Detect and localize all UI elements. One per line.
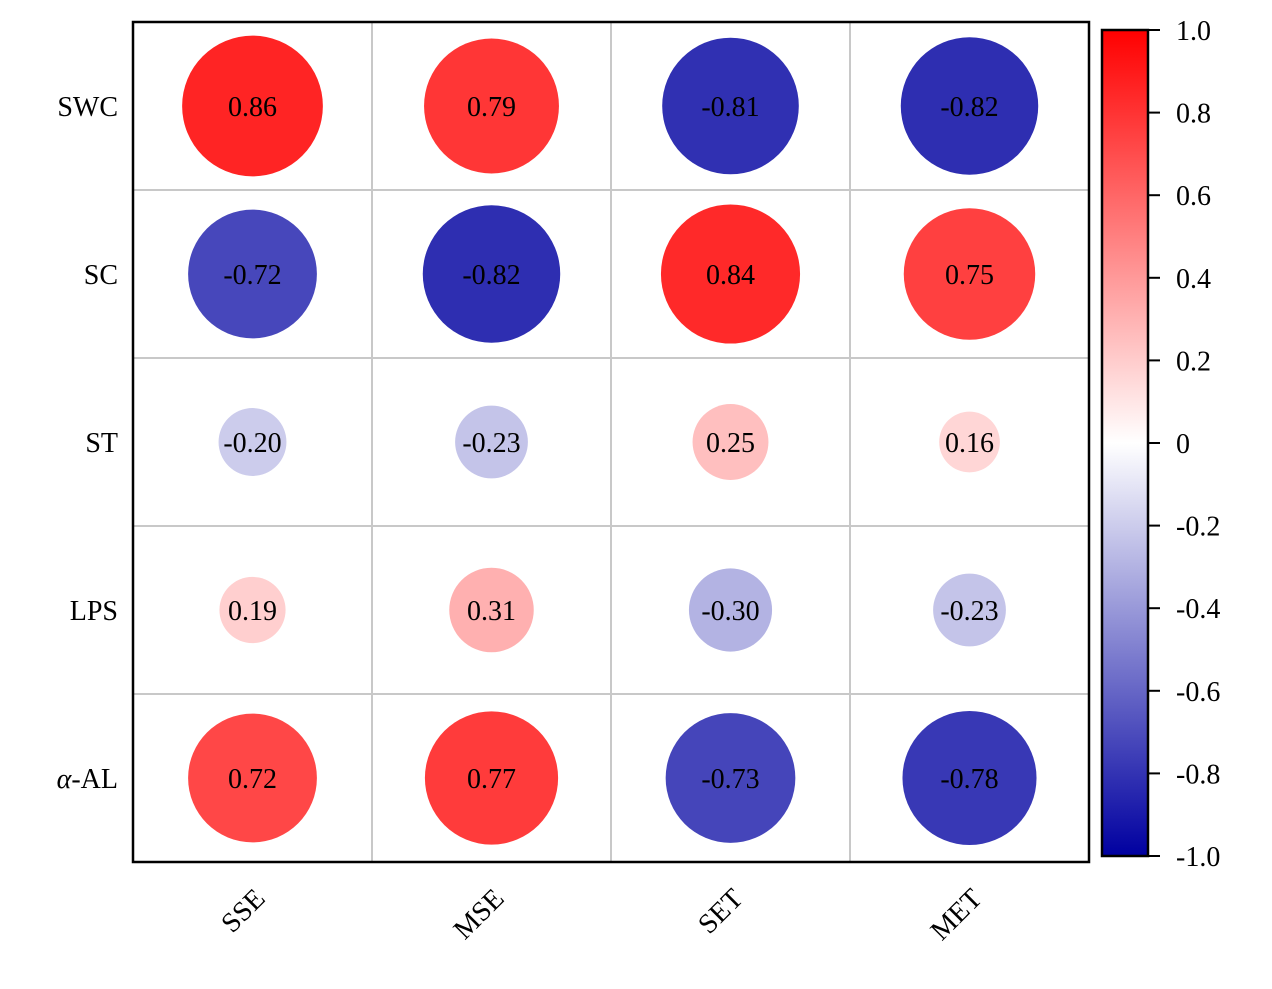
value-label: -0.72 (223, 260, 281, 291)
row-label-text: SWC (57, 92, 118, 123)
value-label: 0.75 (945, 260, 994, 291)
value-label: 0.84 (706, 260, 755, 291)
row-label-text: LPS (70, 596, 118, 627)
value-label: 0.16 (945, 428, 994, 459)
value-label: -0.20 (223, 428, 281, 459)
value-label: 0.19 (228, 596, 277, 627)
correlation-circle (188, 209, 317, 339)
colorbar-tick-label: 0.8 (1176, 99, 1211, 130)
correlation-circle (219, 576, 286, 644)
correlation-circle (665, 713, 796, 843)
colorbar-tick-label: -0.8 (1176, 759, 1220, 790)
correlation-circle (182, 35, 323, 177)
correlation-circle (903, 208, 1036, 340)
row-label-text: ST (85, 428, 118, 459)
value-label: -0.23 (462, 428, 520, 459)
correlation-circle (933, 573, 1006, 647)
correlation-circle (455, 405, 528, 479)
circle-layer: 0.86 0.79 -0.81 -0.82 -0.72 -0.82 0.84 0.75 -0.2… (182, 35, 1039, 846)
correlation-circle (662, 37, 799, 175)
colorbar-tick-label: -0.2 (1176, 512, 1220, 543)
colorbar-tick-label: 0 (1176, 429, 1190, 460)
grid-layer (131, 20, 1091, 864)
correlation-circle (188, 713, 317, 843)
column-label: SET (692, 883, 749, 940)
value-label: -0.81 (701, 92, 759, 123)
colorbar-tick-label: 0.6 (1176, 181, 1211, 212)
value-label: 0.86 (228, 92, 277, 123)
value-label: 0.79 (467, 92, 516, 123)
correlation-circle (692, 404, 769, 480)
correlation-circle (422, 205, 561, 343)
row-label-text: -AL (71, 764, 118, 795)
value-label: -0.78 (940, 764, 998, 795)
value-label: 0.25 (706, 428, 755, 459)
column-label: MSE (448, 883, 511, 946)
value-label: -0.30 (701, 596, 759, 627)
row-label: ST (85, 428, 118, 459)
row-label: α-AL (57, 764, 118, 795)
colorbar-tick-label: 1.0 (1176, 16, 1211, 47)
correlation-circle (424, 38, 559, 174)
value-label: 0.31 (467, 596, 516, 627)
value-label: -0.23 (940, 596, 998, 627)
row-label: SC (84, 260, 118, 291)
value-label: 0.77 (467, 764, 516, 795)
colorbar-tick-label: 0.4 (1176, 264, 1211, 295)
colorbar-tick-label: 0.2 (1176, 346, 1211, 377)
colorbar-tick-label: -0.4 (1176, 594, 1220, 625)
value-label: -0.82 (940, 92, 998, 123)
correlation-circle (424, 711, 559, 845)
correlation-circle (902, 710, 1037, 846)
plot-frame (131, 20, 1091, 864)
column-label: SSE (215, 883, 271, 939)
value-label: -0.73 (701, 764, 759, 795)
colorbar: 1.0 0.8 0.6 0.4 0.2 0 -0.2 -0.4 -0.6 -0.8 -1.0 (1100, 16, 1220, 873)
colorbar-tick-label: -1.0 (1176, 842, 1220, 873)
correlation-circle (900, 37, 1039, 175)
correlation-circle (939, 411, 1000, 473)
row-label-text: SC (84, 260, 118, 291)
row-label: SWC (57, 92, 118, 123)
correlation-circle (688, 568, 773, 652)
correlation-circle (449, 567, 534, 653)
value-label: -0.82 (462, 260, 520, 291)
column-label: MET (925, 883, 989, 947)
colorbar-tick-label: -0.6 (1176, 677, 1220, 708)
value-label: 0.72 (228, 764, 277, 795)
correlation-circle (218, 408, 287, 476)
colorbar-gradient (1100, 28, 1150, 858)
correlation-circle (660, 204, 801, 344)
row-label-prefix: α (57, 764, 73, 795)
row-label: LPS (70, 596, 118, 627)
